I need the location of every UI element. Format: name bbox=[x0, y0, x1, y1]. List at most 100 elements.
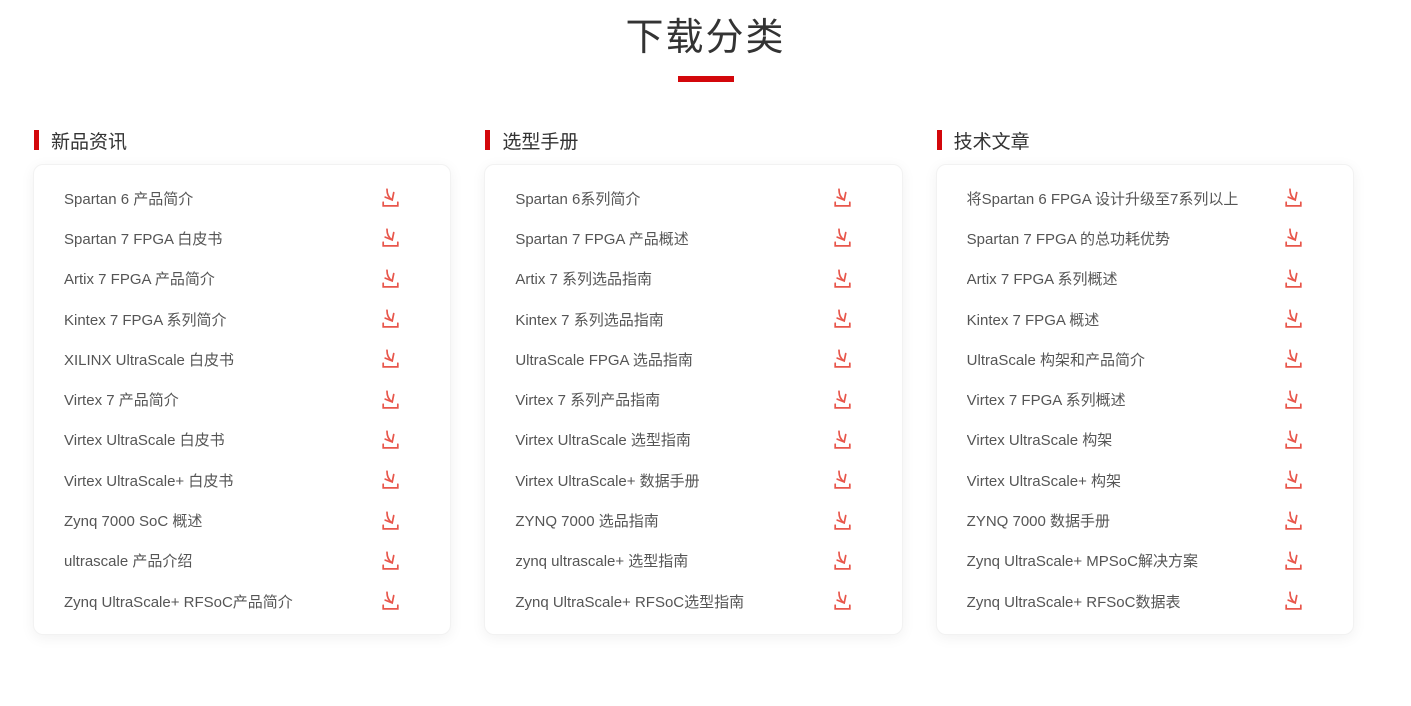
download-list-item: Zynq UltraScale+ RFSoC选型指南 bbox=[515, 581, 851, 621]
section-title: 技术文章 bbox=[953, 131, 1030, 153]
download-item-label: Spartan 6系列简介 bbox=[515, 190, 641, 208]
section-accent-bar bbox=[34, 130, 39, 150]
download-item-label: Spartan 7 FPGA 白皮书 bbox=[64, 230, 223, 248]
download-item-label: Spartan 6 产品简介 bbox=[64, 190, 194, 208]
download-item-label: Zynq UltraScale+ MPSoC解决方案 bbox=[966, 553, 1198, 571]
download-icon[interactable] bbox=[1284, 510, 1303, 531]
download-item-label: Zynq UltraScale+ RFSoC数据表 bbox=[966, 593, 1181, 611]
download-item-label: Kintex 7 FPGA 系列简介 bbox=[64, 311, 227, 329]
download-item-label: UltraScale 构架和产品简介 bbox=[966, 351, 1146, 369]
download-item-label: Zynq UltraScale+ RFSoC选型指南 bbox=[515, 593, 745, 611]
download-list-item: XILINX UltraScale 白皮书 bbox=[64, 339, 400, 379]
download-list-item: Virtex UltraScale 选型指南 bbox=[515, 420, 851, 460]
download-icon[interactable] bbox=[381, 188, 400, 208]
download-list-item: Spartan 7 FPGA 白皮书 bbox=[64, 218, 400, 258]
download-item-label: XILINX UltraScale 白皮书 bbox=[64, 351, 235, 369]
download-item-label: Spartan 7 FPGA 的总功耗优势 bbox=[966, 230, 1171, 248]
download-icon[interactable] bbox=[381, 228, 400, 248]
download-item-label: Virtex 7 产品简介 bbox=[64, 392, 179, 410]
download-item-label: Zynq UltraScale+ RFSoC产品简介 bbox=[64, 593, 293, 611]
download-item-label: Artix 7 FPGA 系列概述 bbox=[966, 271, 1118, 289]
download-list-item: Spartan 6 产品简介 bbox=[64, 178, 400, 218]
download-list-item: Spartan 7 FPGA 的总功耗优势 bbox=[967, 218, 1303, 258]
download-list-item: zynq ultrascale+ 选型指南 bbox=[515, 541, 851, 581]
download-icon[interactable] bbox=[1284, 470, 1303, 490]
download-icon[interactable] bbox=[1284, 349, 1303, 369]
download-item-label: Virtex UltraScale+ 数据手册 bbox=[515, 472, 700, 490]
download-list-item: UltraScale FPGA 选品指南 bbox=[515, 339, 851, 379]
download-icon[interactable] bbox=[833, 430, 852, 450]
download-list-item: Artix 7 系列选品指南 bbox=[515, 259, 851, 299]
download-list-item: Virtex UltraScale 构架 bbox=[967, 420, 1303, 460]
section-title: 新品资讯 bbox=[51, 131, 128, 153]
download-item-label: Virtex UltraScale 构架 bbox=[966, 432, 1113, 450]
section-tech-articles: 技术文章 将Spartan 6 FPGA 设计升级至7系列以上 Spartan … bbox=[935, 129, 1354, 636]
download-item-label: ZYNQ 7000 数据手册 bbox=[966, 513, 1111, 531]
download-list-item: Artix 7 FPGA 产品简介 bbox=[64, 259, 400, 299]
download-list-item: Zynq 7000 SoC 概述 bbox=[64, 500, 400, 540]
download-icon[interactable] bbox=[833, 470, 852, 490]
download-icon[interactable] bbox=[381, 591, 400, 611]
download-list-item: 将Spartan 6 FPGA 设计升级至7系列以上 bbox=[967, 178, 1303, 218]
download-icon[interactable] bbox=[1284, 269, 1303, 289]
download-item-label: ultrascale 产品介绍 bbox=[64, 553, 193, 571]
download-item-label: Virtex UltraScale 选型指南 bbox=[515, 432, 691, 450]
download-card: Spartan 6 产品简介 Spartan 7 FPGA 白皮书 bbox=[33, 164, 452, 636]
download-list-item: Artix 7 FPGA 系列概述 bbox=[967, 259, 1303, 299]
download-icon[interactable] bbox=[1284, 390, 1303, 410]
download-icon[interactable] bbox=[833, 349, 852, 369]
download-item-label: Zynq 7000 SoC 概述 bbox=[64, 513, 203, 531]
download-icon[interactable] bbox=[381, 510, 400, 531]
download-icon[interactable] bbox=[1284, 188, 1303, 208]
download-list-item: Virtex UltraScale 白皮书 bbox=[64, 420, 400, 460]
download-icon[interactable] bbox=[833, 309, 852, 329]
download-icon[interactable] bbox=[833, 551, 852, 571]
download-icon[interactable] bbox=[1284, 591, 1303, 611]
section-header: 新品资讯 bbox=[34, 129, 451, 153]
download-list-item: ZYNQ 7000 选品指南 bbox=[515, 500, 851, 540]
download-icon[interactable] bbox=[381, 470, 400, 490]
download-categories: 新品资讯 Spartan 6 产品简介 Spartan 7 FPGA 白皮书 bbox=[0, 82, 1411, 636]
download-item-label: Virtex 7 FPGA 系列概述 bbox=[966, 392, 1126, 410]
title-underline bbox=[677, 76, 734, 82]
download-icon[interactable] bbox=[833, 269, 852, 289]
download-item-label: Artix 7 FPGA 产品简介 bbox=[64, 271, 215, 289]
download-icon[interactable] bbox=[833, 510, 852, 531]
download-list-item: ultrascale 产品介绍 bbox=[64, 541, 400, 581]
download-icon[interactable] bbox=[833, 188, 852, 208]
download-icon[interactable] bbox=[381, 551, 400, 571]
download-list-item: Virtex 7 产品简介 bbox=[64, 379, 400, 419]
download-icon[interactable] bbox=[1284, 309, 1303, 329]
download-card: Spartan 6系列简介 Spartan 7 FPGA 产品概述 bbox=[484, 164, 903, 636]
download-list-item: Spartan 7 FPGA 产品概述 bbox=[515, 218, 851, 258]
download-card: 将Spartan 6 FPGA 设计升级至7系列以上 Spartan 7 FPG… bbox=[935, 164, 1354, 636]
download-list-item: Kintex 7 FPGA 系列简介 bbox=[64, 299, 400, 339]
section-selection-manuals: 选型手册 Spartan 6系列简介 Spartan 7 FPGA 产品概述 bbox=[484, 129, 903, 636]
download-list-item: UltraScale 构架和产品简介 bbox=[967, 339, 1303, 379]
download-icon[interactable] bbox=[381, 390, 400, 410]
section-accent-bar bbox=[485, 130, 491, 150]
download-item-label: Virtex UltraScale 白皮书 bbox=[64, 432, 225, 450]
download-icon[interactable] bbox=[833, 591, 852, 611]
download-list-item: Virtex 7 系列产品指南 bbox=[515, 379, 851, 419]
download-list-item: ZYNQ 7000 数据手册 bbox=[967, 500, 1303, 540]
download-icon[interactable] bbox=[1284, 551, 1303, 571]
download-item-label: Virtex UltraScale+ 白皮书 bbox=[64, 472, 234, 490]
download-icon[interactable] bbox=[1284, 228, 1303, 248]
download-icon[interactable] bbox=[833, 228, 852, 248]
download-item-label: UltraScale FPGA 选品指南 bbox=[515, 351, 693, 369]
download-item-label: ZYNQ 7000 选品指南 bbox=[515, 513, 659, 531]
section-title: 选型手册 bbox=[502, 131, 579, 153]
download-icon[interactable] bbox=[381, 430, 400, 450]
download-list-item: Virtex UltraScale+ 白皮书 bbox=[64, 460, 400, 500]
section-accent-bar bbox=[936, 130, 942, 150]
download-icon[interactable] bbox=[1284, 430, 1303, 450]
download-icon[interactable] bbox=[381, 309, 400, 329]
download-icon[interactable] bbox=[381, 349, 400, 369]
download-list-item: Kintex 7 系列选品指南 bbox=[515, 299, 851, 339]
download-list-item: Zynq UltraScale+ RFSoC产品简介 bbox=[64, 581, 400, 621]
download-item-label: Kintex 7 系列选品指南 bbox=[515, 311, 664, 329]
download-icon[interactable] bbox=[381, 269, 400, 289]
download-icon[interactable] bbox=[833, 390, 852, 410]
download-item-label: Virtex 7 系列产品指南 bbox=[515, 392, 661, 410]
